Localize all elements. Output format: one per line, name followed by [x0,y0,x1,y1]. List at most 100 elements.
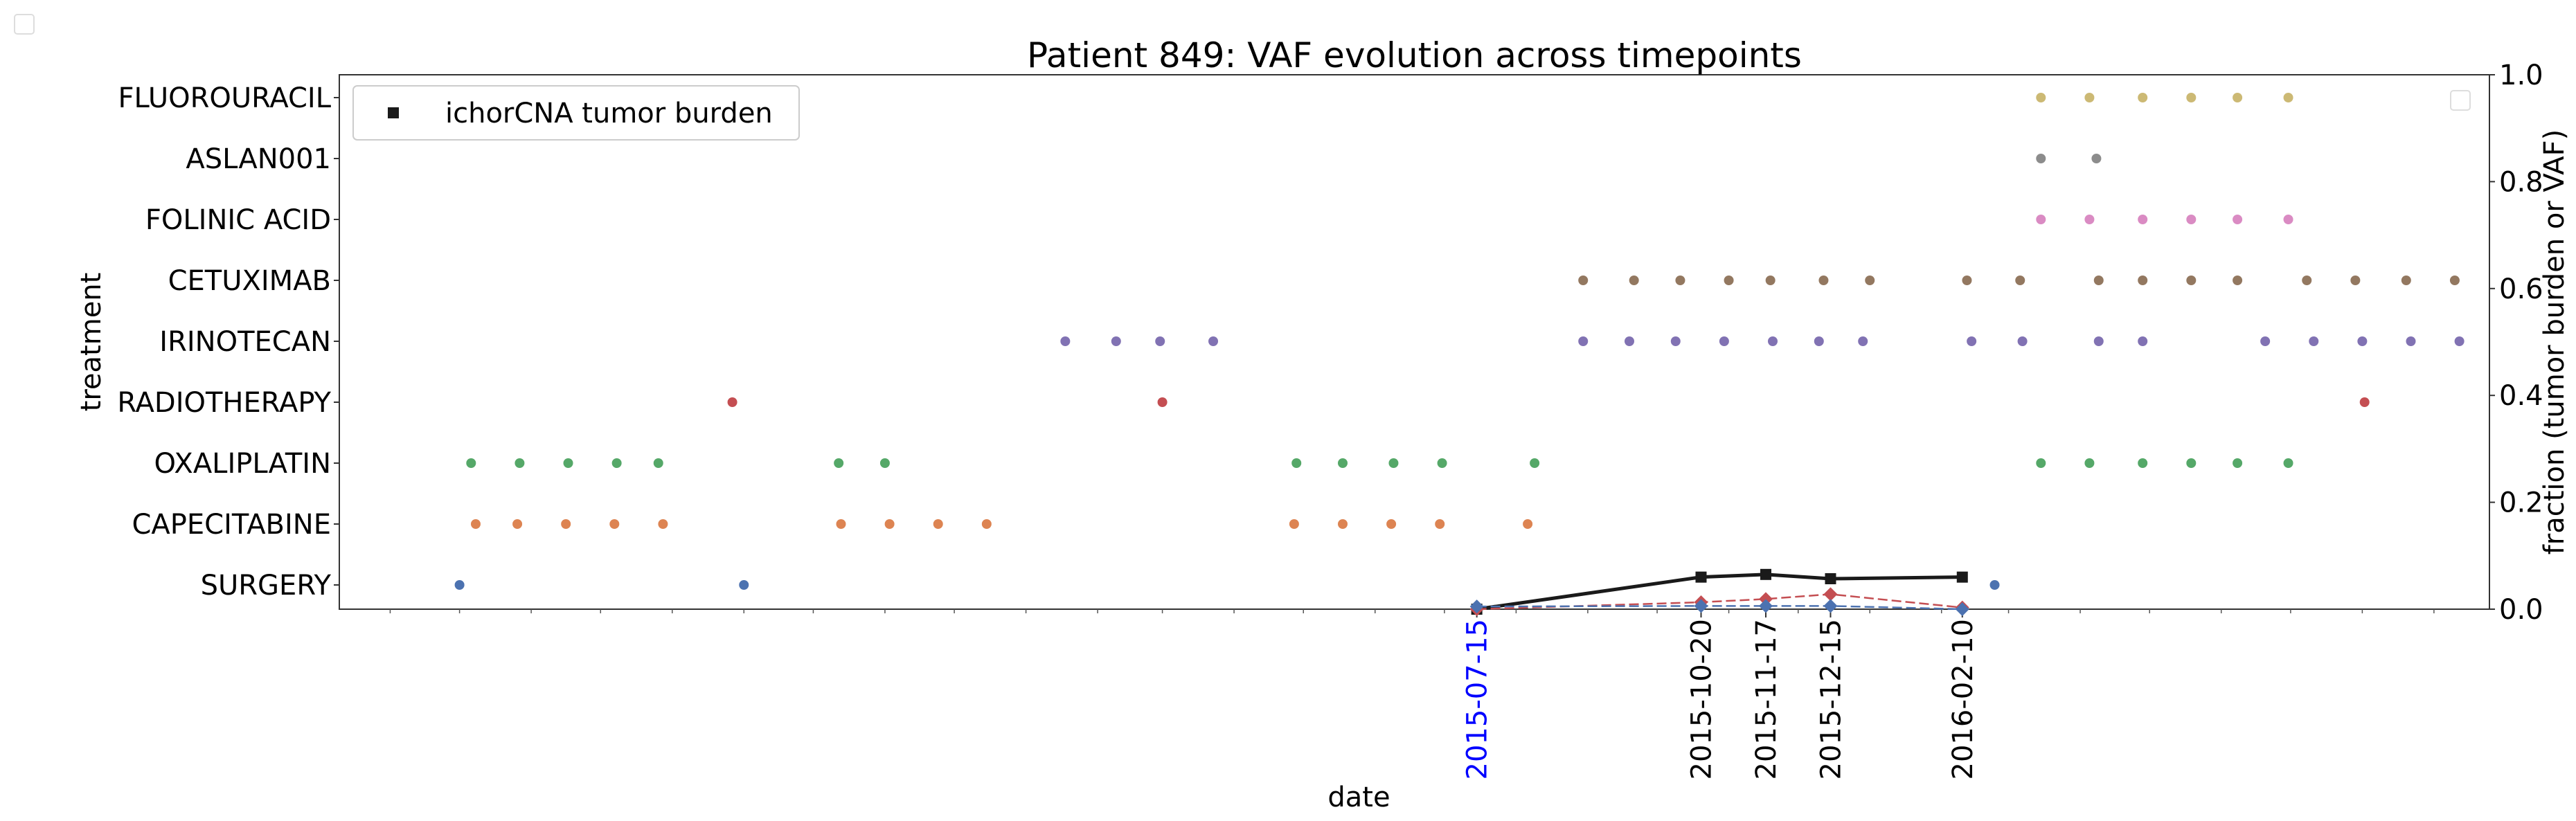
treatment-dot-capecitabine [884,519,895,529]
right-y-tick-label: 1.0 [2499,60,2543,91]
treatment-dot-fluorouracil [2036,93,2046,102]
treatment-dot-fluorouracil [2186,93,2197,102]
treatment-dot-irinotecan [1111,336,1121,346]
treatment-dot-irinotecan [2017,336,2028,346]
treatment-dot-oxaliplatin [466,458,476,468]
treatment-dot-irinotecan [1578,336,1589,346]
treatment-dot-capecitabine [981,519,992,529]
series-marker-variant-2-vaf [1758,599,1773,613]
treatment-dot-folinic-acid [2138,215,2148,224]
y-tick-label-oxaliplatin: OXALIPLATIN [154,448,331,480]
treatment-dot-aslan001 [2036,154,2046,163]
treatment-dot-cetuximab [1724,276,1734,285]
y-axis-label-right: fraction (tumor burden or VAF) [2539,129,2570,555]
treatment-dot-oxaliplatin [2138,458,2148,468]
right-y-tick-label: 0.4 [2499,380,2543,412]
treatment-dot-irinotecan [1208,336,1219,346]
series-marker-ichorcna-tumor-burden [1825,572,1836,584]
series-marker-variant-1-vaf [1823,587,1838,602]
treatment-dot-folinic-acid [2084,215,2095,224]
treatment-dot-oxaliplatin [1338,458,1348,468]
treatment-dot-oxaliplatin [2036,458,2046,468]
y-tick-label-aslan001: ASLAN001 [186,143,331,175]
treatment-dot-cetuximab [2350,276,2361,285]
legend-label: ichorCNA tumor burden [445,98,773,129]
treatment-dot-capecitabine [561,519,571,529]
treatment-dot-capecitabine [470,519,481,529]
x-tick-label-2015-12-15: 2015-12-15 [1815,619,1847,779]
treatment-dot-surgery [1989,580,2000,590]
treatment-dot-irinotecan [1719,336,1729,346]
series-marker-variant-2-vaf [1823,599,1838,613]
treatment-dot-cetuximab [1865,276,1875,285]
y-tick-label-surgery: SURGERY [201,570,332,602]
treatment-dot-oxaliplatin [1388,458,1399,468]
treatment-dot-oxaliplatin [653,458,663,468]
y-axis-label-left: treatment [75,273,107,412]
treatment-dot-cetuximab [1765,276,1776,285]
treatment-dot-irinotecan [1155,336,1165,346]
treatment-dot-folinic-acid [2186,215,2197,224]
treatment-dot-capecitabine [512,519,523,529]
series-marker-ichorcna-tumor-burden [1956,571,1968,583]
treatment-dot-surgery [739,580,749,590]
right-y-tick-label: 0.0 [2499,594,2543,626]
series-marker-variant-2-vaf [1955,602,1969,616]
x-tick-label-2016-02-10: 2016-02-10 [1947,619,1979,779]
treatment-dot-irinotecan [1768,336,1778,346]
treatment-dot-cetuximab [2186,276,2197,285]
treatment-dot-folinic-acid [2283,215,2293,224]
treatment-dot-oxaliplatin [1530,458,1540,468]
chart-title: Patient 849: VAF evolution across timepo… [1027,35,1802,75]
treatment-dot-cetuximab [1675,276,1685,285]
x-axis-label: date [1327,782,1390,813]
series-marker-variant-2-vaf [1469,599,1484,614]
treatment-dot-oxaliplatin [2283,458,2293,468]
treatment-dot-fluorouracil [2084,93,2095,102]
treatment-dot-irinotecan [1625,336,1634,346]
treatment-dot-irinotecan [1670,336,1681,346]
treatment-dot-radiotherapy [1157,397,1168,407]
treatment-dot-oxaliplatin [2233,458,2243,468]
legend-box [352,85,800,141]
treatment-dot-fluorouracil [2138,93,2148,102]
treatment-dot-cetuximab [2138,276,2148,285]
plot-frame [339,74,2490,610]
second-legend-box[interactable] [2450,90,2471,111]
treatment-dot-oxaliplatin [611,458,622,468]
treatment-dot-cetuximab [2449,276,2460,285]
treatment-dot-irinotecan [1858,336,1868,346]
series-marker-ichorcna-tumor-burden [1695,571,1707,583]
series-marker-ichorcna-tumor-burden [1760,568,1771,580]
treatment-dot-cetuximab [2233,276,2243,285]
treatment-dot-radiotherapy [2359,397,2370,407]
figure-corner-checkbox[interactable] [14,14,35,35]
treatment-dot-irinotecan [2309,336,2319,346]
treatment-dot-fluorouracil [2233,93,2243,102]
treatment-dot-oxaliplatin [1437,458,1447,468]
right-y-tick-label: 0.8 [2499,166,2543,198]
x-tick-label-2015-07-15: 2015-07-15 [1462,619,1494,779]
treatment-dot-irinotecan [2260,336,2271,346]
treatment-dot-oxaliplatin [515,458,525,468]
series-line-ichorcna-tumor-burden [1476,572,1962,611]
x-tick-label-2015-10-20: 2015-10-20 [1686,619,1718,779]
y-tick-label-radiotherapy: RADIOTHERAPY [117,387,331,419]
treatment-dot-surgery [454,580,465,590]
series-marker-variant-2-vaf [1694,599,1708,613]
treatment-dot-oxaliplatin [2084,458,2095,468]
treatment-dot-capecitabine [933,519,943,529]
treatment-dot-irinotecan [2138,336,2148,346]
treatment-dot-capecitabine [1289,519,1299,529]
treatment-dot-oxaliplatin [2186,458,2197,468]
treatment-dot-cetuximab [2302,276,2312,285]
right-y-tick-label: 0.6 [2499,273,2543,305]
y-tick-label-folinic-acid: FOLINIC ACID [145,204,331,236]
series-marker-variant-1-vaf [1758,592,1773,606]
treatment-dot-radiotherapy [727,397,737,407]
treatment-dot-irinotecan [1060,336,1071,346]
treatment-dot-cetuximab [2093,276,2104,285]
treatment-dot-irinotecan [2406,336,2416,346]
treatment-dot-cetuximab [1962,276,1972,285]
treatment-dot-irinotecan [2093,336,2104,346]
